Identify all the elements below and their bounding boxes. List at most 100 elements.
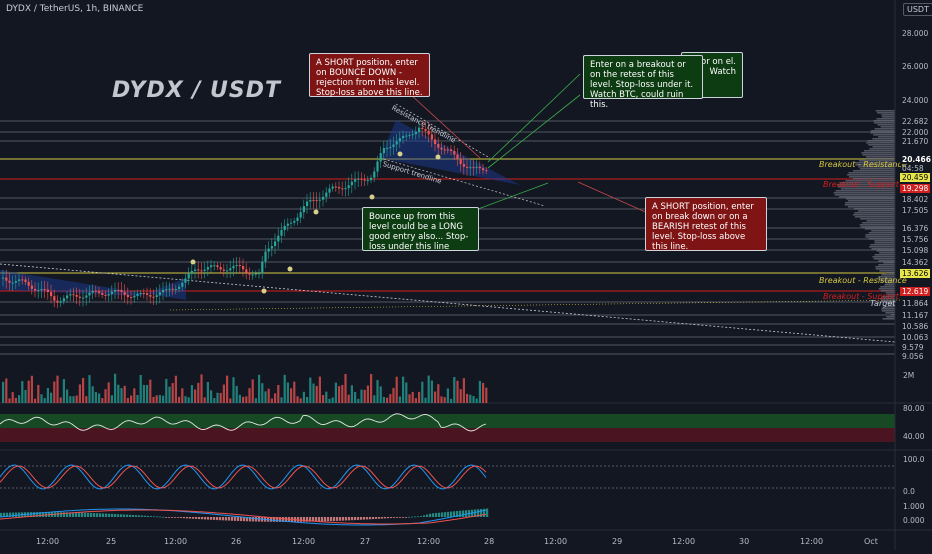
macd-histogram-bar — [114, 514, 117, 517]
macd-histogram-bar — [375, 517, 378, 519]
macd-histogram-bar — [438, 512, 441, 517]
volume-profile-bar — [885, 292, 895, 294]
volume-profile-bar — [879, 270, 895, 272]
candle-body — [331, 186, 334, 189]
candle-body — [152, 296, 155, 298]
volume-bar — [312, 383, 315, 403]
candlesticks[interactable] — [2, 120, 488, 309]
volume-panel[interactable] — [0, 373, 932, 404]
support-trendline[interactable] — [379, 157, 546, 207]
macd-histogram-bar — [327, 517, 330, 522]
macd-histogram-bar — [486, 508, 489, 517]
candle-body — [248, 272, 251, 275]
macd-histogram-bar — [78, 512, 81, 517]
volume-bar — [478, 380, 481, 403]
volume-bar — [357, 398, 360, 403]
volume-bar — [229, 398, 232, 403]
macd-histogram-bar — [111, 513, 114, 517]
candle-body — [338, 186, 341, 189]
candle-body — [293, 221, 296, 223]
macd-histogram-bar — [357, 517, 360, 520]
candle-body — [254, 273, 257, 275]
volume-profile-bar — [876, 250, 895, 252]
macd-histogram-bar — [369, 517, 372, 520]
triangle-pattern-right[interactable] — [380, 120, 520, 185]
volume-bar — [94, 392, 97, 403]
candle-body — [322, 196, 325, 200]
volume-bar — [264, 391, 267, 403]
long-trendline[interactable] — [169, 299, 901, 311]
candle-body — [85, 295, 88, 298]
price-tag-yellow: 20.459 — [900, 173, 931, 182]
volume-profile-bar — [872, 146, 895, 148]
macd-histogram-bar — [156, 516, 159, 518]
currency-button[interactable]: USDT — [903, 3, 932, 16]
volume-bar — [373, 395, 376, 403]
candle-body — [366, 180, 369, 182]
candle-body — [414, 131, 417, 135]
macd-histogram-bar — [222, 517, 225, 521]
macd-histogram-bar — [246, 517, 249, 522]
target-line[interactable] — [0, 263, 896, 343]
macd-histogram-bar — [93, 513, 96, 517]
candle-body — [462, 164, 465, 167]
candle-body — [56, 300, 59, 303]
volume-bar — [453, 376, 456, 403]
note-enter-breakout[interactable]: Enter on a breakout or on the retest of … — [583, 55, 703, 110]
macd-histogram-bar — [453, 511, 456, 517]
note-long-bounce[interactable]: Bounce up from this level could be a LON… — [362, 207, 479, 252]
volume-bar — [405, 382, 408, 403]
volume-bar — [206, 382, 209, 403]
candle-body — [299, 212, 302, 218]
candle-body — [126, 294, 129, 298]
macd-histogram-bar — [171, 517, 174, 518]
macd-panel[interactable] — [0, 508, 489, 526]
note-short-breakdown[interactable]: A SHORT position, enter on break down or… — [645, 197, 767, 252]
volume-bar — [8, 398, 11, 403]
volume-profile-bar — [839, 196, 895, 198]
volume-profile-bar — [867, 140, 895, 142]
candle-body — [98, 291, 101, 293]
volume-profile-bar — [870, 244, 895, 246]
candle-body — [66, 295, 69, 299]
volume-profile-bar — [869, 148, 895, 150]
volume-bar — [203, 397, 206, 403]
price-label: 15.756 — [902, 235, 929, 244]
volume-profile-bar — [833, 192, 895, 194]
macd-histogram-bar — [459, 510, 462, 517]
macd-histogram-bar — [228, 517, 231, 521]
macd-histogram-bar — [333, 517, 336, 521]
volume-profile-bar — [859, 160, 895, 162]
candle-body — [456, 154, 459, 160]
stoch-axis-label-100: 100.0 — [903, 455, 925, 464]
volume-profile-bar — [885, 312, 895, 314]
candle-body — [219, 267, 222, 270]
rsi-panel[interactable] — [0, 413, 932, 451]
volume-bar — [238, 394, 241, 403]
macd-histogram-bar — [90, 512, 93, 517]
candle-body — [197, 269, 200, 271]
volume-profile-bar — [874, 242, 895, 244]
candle-body — [69, 294, 72, 296]
macd-histogram-bar — [441, 512, 444, 517]
price-label: 15.098 — [902, 246, 929, 255]
volume-profile-bar — [875, 266, 895, 268]
volume-profile-bar — [866, 220, 895, 222]
candle-body — [354, 179, 357, 182]
volume-bar — [184, 396, 187, 403]
volume-bar — [114, 373, 117, 403]
candle-body — [53, 296, 56, 301]
volume-profile-bar — [873, 120, 895, 122]
candle-body — [472, 167, 475, 169]
macd-histogram-bar — [66, 512, 69, 517]
volume-bar — [296, 396, 299, 403]
stoch-panel[interactable] — [0, 464, 895, 490]
note-short-bounce[interactable]: A SHORT position, enter on BOUNCE DOWN -… — [309, 53, 430, 98]
volume-bar — [318, 376, 321, 403]
volume-bar — [136, 395, 139, 403]
macd-histogram-bar — [57, 512, 60, 517]
volume-bar — [82, 377, 85, 403]
triangle-pattern-left[interactable] — [0, 270, 186, 300]
